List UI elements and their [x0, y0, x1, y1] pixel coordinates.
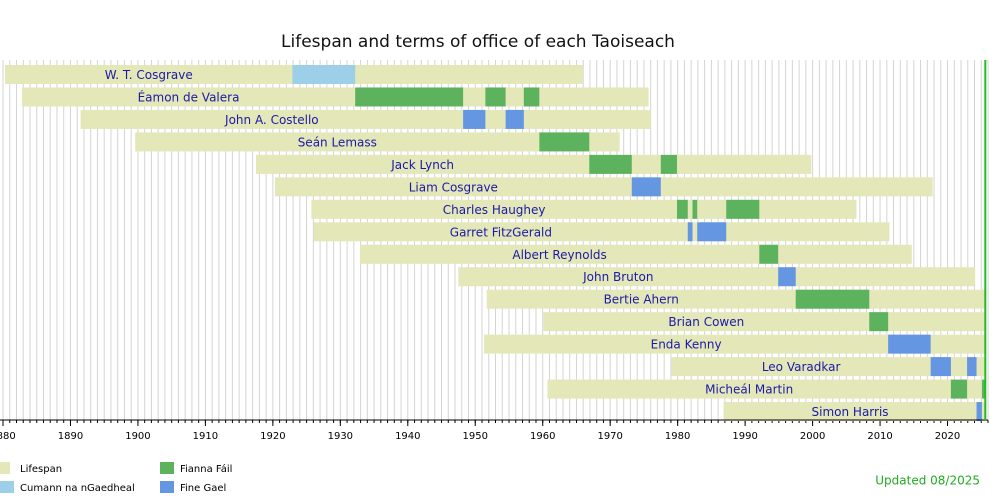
lifespan-bar [458, 267, 976, 287]
chart-title: Lifespan and terms of office of each Tao… [281, 32, 675, 52]
taoiseach-name: Brian Cowen [668, 315, 744, 329]
legend-swatch [0, 481, 14, 493]
x-tick-label: 2020 [935, 431, 960, 442]
taoiseach-name: Bertie Ahern [604, 293, 679, 307]
lifespan-bar [274, 177, 933, 197]
lifespan-bar [21, 87, 649, 107]
taoiseach-name: Charles Haughey [443, 203, 546, 217]
term-bar [660, 154, 677, 174]
x-tick-label: 1970 [597, 431, 622, 442]
term-bar [795, 289, 870, 309]
term-bar [631, 177, 661, 197]
taoiseach-name: Micheál Martin [705, 383, 793, 397]
term-bar [888, 334, 931, 354]
taoiseach-name: Jack Lynch [390, 158, 454, 172]
lifespan-bar [80, 109, 651, 129]
x-tick-label: 1930 [328, 431, 353, 442]
term-bar [981, 379, 986, 399]
taoiseach-name: John Bruton [582, 270, 653, 284]
x-tick-label: 1890 [58, 431, 83, 442]
term-bar [967, 357, 977, 377]
legend-swatch [0, 462, 10, 474]
taoiseach-name: Éamon de Valera [138, 89, 240, 104]
taoiseach-name: Albert Reynolds [512, 248, 606, 262]
lifespan-bar [135, 132, 620, 152]
term-bar [726, 199, 760, 219]
x-tick-label: 2000 [800, 431, 825, 442]
legend-label: Lifespan [20, 464, 62, 475]
term-bar [523, 87, 540, 107]
legend-swatch [160, 481, 174, 493]
term-bar [869, 312, 889, 332]
term-bar [463, 109, 486, 129]
lifespan-bar [486, 289, 986, 309]
term-bar [778, 267, 796, 287]
term-bar [355, 87, 464, 107]
taoiseach-name: Simon Harris [812, 405, 889, 419]
term-bar [692, 199, 698, 219]
term-bar [676, 199, 688, 219]
x-tick-label: 1950 [463, 431, 488, 442]
lifespan-bar [543, 312, 986, 332]
x-tick-label: 1940 [395, 431, 420, 442]
term-bar [759, 244, 779, 264]
taoiseach-name: John A. Costello [224, 113, 319, 127]
lifespan-bar [311, 199, 857, 219]
taoiseach-name: Garret FitzGerald [450, 225, 552, 239]
legend-label: Fianna Fáil [180, 463, 232, 475]
x-tick-label: 1920 [260, 431, 285, 442]
lifespan-bar [484, 334, 986, 354]
taoiseach-name: Enda Kenny [651, 338, 722, 352]
term-bar [505, 109, 524, 129]
lifespan-bar [255, 154, 812, 174]
term-bar [976, 402, 982, 422]
x-tick-label: 1990 [732, 431, 757, 442]
term-bar [589, 154, 632, 174]
legend-swatch [160, 462, 174, 474]
taoiseach-name: W. T. Cosgrave [105, 68, 193, 82]
x-tick-label: 1960 [530, 431, 555, 442]
taoiseach-name: Seán Lemass [298, 135, 377, 149]
term-bar [539, 132, 590, 152]
term-bar [930, 357, 951, 377]
lifespan-bar [723, 402, 986, 422]
taoiseach-name: Leo Varadkar [762, 360, 841, 374]
legend-label: Fine Gael [180, 483, 226, 494]
lifespan-bar [671, 357, 986, 377]
update-note: Updated 08/2025 [875, 474, 980, 488]
x-tick-label: 1910 [193, 431, 218, 442]
lifespan-bar [314, 222, 890, 242]
lifespan-bar [547, 379, 986, 399]
term-bar [697, 222, 727, 242]
term-bar [485, 87, 506, 107]
legend-label: Cumann na nGaedheal [20, 483, 135, 494]
term-bar [292, 65, 356, 84]
term-bar [950, 379, 968, 399]
x-tick-label: 1880 [0, 431, 16, 442]
x-tick-label: 1980 [665, 431, 690, 442]
lifespan-bar [359, 244, 912, 264]
x-tick-label: 2010 [867, 431, 892, 442]
term-bar [687, 222, 693, 242]
x-tick-label: 1900 [125, 431, 150, 442]
taoiseach-name: Liam Cosgrave [409, 180, 498, 194]
